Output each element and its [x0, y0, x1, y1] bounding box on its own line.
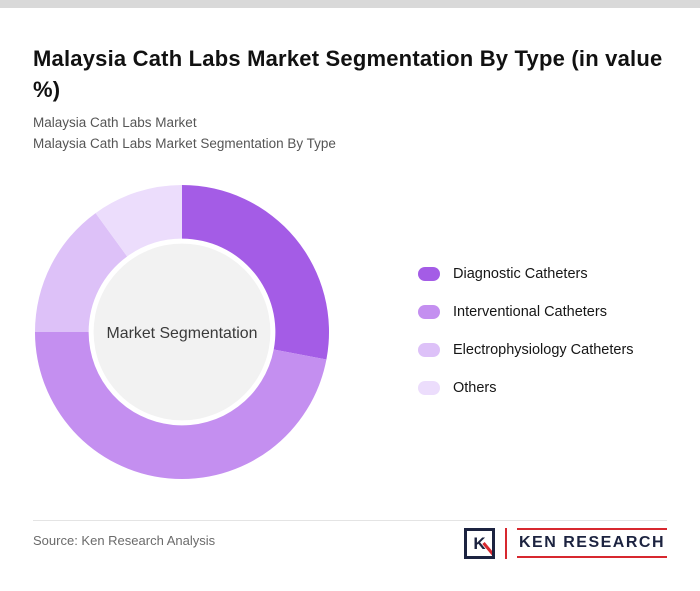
- legend-label: Electrophysiology Catheters: [453, 341, 634, 358]
- donut-segment-3[interactable]: [95, 184, 182, 257]
- logo-k-letter: K: [473, 533, 486, 553]
- chart-legend: Diagnostic Catheters Interventional Cath…: [418, 263, 634, 415]
- donut-segment-2[interactable]: [34, 213, 128, 332]
- legend-item-diagnostic-catheters[interactable]: Diagnostic Catheters: [418, 263, 634, 284]
- donut-chart: Market Segmentation: [34, 184, 330, 480]
- subtitle-line-2: Malaysia Cath Labs Market Segmentation B…: [33, 136, 336, 151]
- logo-brand-text: KEN RESEARCH: [516, 528, 667, 558]
- legend-label: Interventional Catheters: [453, 303, 607, 320]
- legend-item-others[interactable]: Others: [418, 377, 634, 398]
- legend-swatch: [418, 266, 440, 281]
- legend-label: Others: [453, 379, 497, 396]
- legend-item-interventional-catheters[interactable]: Interventional Catheters: [418, 301, 634, 322]
- logo-divider: [504, 527, 507, 559]
- donut-segments: [34, 184, 330, 480]
- donut-segment-0[interactable]: [182, 184, 330, 360]
- legend-swatch: [418, 304, 440, 319]
- donut-center-circle: [93, 243, 271, 421]
- donut-segment-1[interactable]: [34, 332, 327, 480]
- source-text: Source: Ken Research Analysis: [33, 533, 216, 548]
- legend-swatch: [418, 342, 440, 357]
- footer-divider: [33, 520, 667, 521]
- donut-center-label: Market Segmentation: [107, 325, 258, 342]
- legend-label: Diagnostic Catheters: [453, 265, 588, 282]
- top-strip: [0, 0, 700, 8]
- subtitle-line-1: Malaysia Cath Labs Market: [33, 115, 197, 130]
- legend-swatch: [418, 380, 440, 395]
- ken-research-logo: K KEN RESEARCH: [463, 526, 667, 560]
- chart-subtitles: Malaysia Cath Labs Market Malaysia Cath …: [33, 112, 336, 154]
- logo-k-icon: K: [463, 527, 495, 559]
- page-title: Malaysia Cath Labs Market Segmentation B…: [33, 45, 663, 102]
- legend-item-electrophysiology-catheters[interactable]: Electrophysiology Catheters: [418, 339, 634, 360]
